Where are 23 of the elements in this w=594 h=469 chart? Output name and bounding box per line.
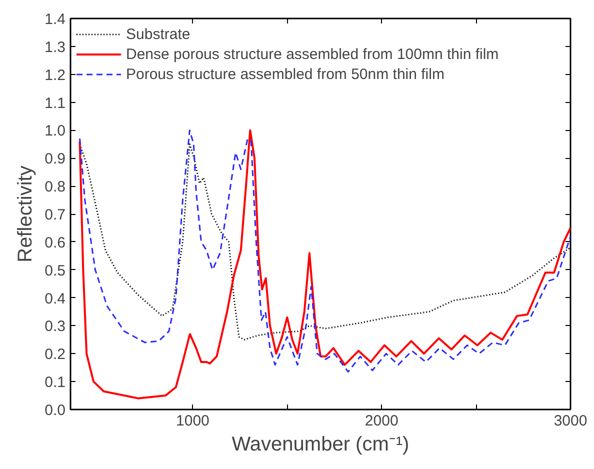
y-tick-label: 0.1 (44, 374, 66, 392)
y-tick-label: 0.0 (44, 402, 66, 419)
y-tick-label: 1.0 (44, 122, 66, 140)
y-tick-label: 1.3 (44, 38, 66, 56)
x-tick-label: 1000 (176, 412, 210, 430)
y-tick-label: 1.4 (44, 11, 66, 28)
x-tick-label: 2000 (364, 412, 398, 430)
y-axis-title: Reflectivity (14, 166, 37, 262)
y-tick-label: 1.2 (44, 66, 66, 84)
y-tick-label: 0.2 (44, 346, 66, 364)
y-tick-label: 0.5 (44, 262, 66, 280)
x-tick-label: 3000 (554, 412, 588, 430)
y-tick-label: 1.1 (44, 94, 66, 112)
legend-label: Substrate (126, 26, 190, 42)
y-tick-label: 0.4 (44, 290, 66, 308)
y-tick-label: 0.7 (44, 206, 66, 224)
y-tick-label: 0.8 (44, 178, 66, 196)
y-tick-label: 0.6 (44, 234, 66, 252)
legend-label: Porous structure assembled from 50nm thin film (126, 66, 444, 82)
y-tick-label: 0.3 (44, 318, 66, 336)
legend-label: Dense porous structure assembled from 100mn thin film (126, 46, 499, 62)
y-tick-label: 0.9 (44, 150, 66, 168)
x-axis-title: Wavenumber (cm⁻¹) (232, 434, 410, 456)
